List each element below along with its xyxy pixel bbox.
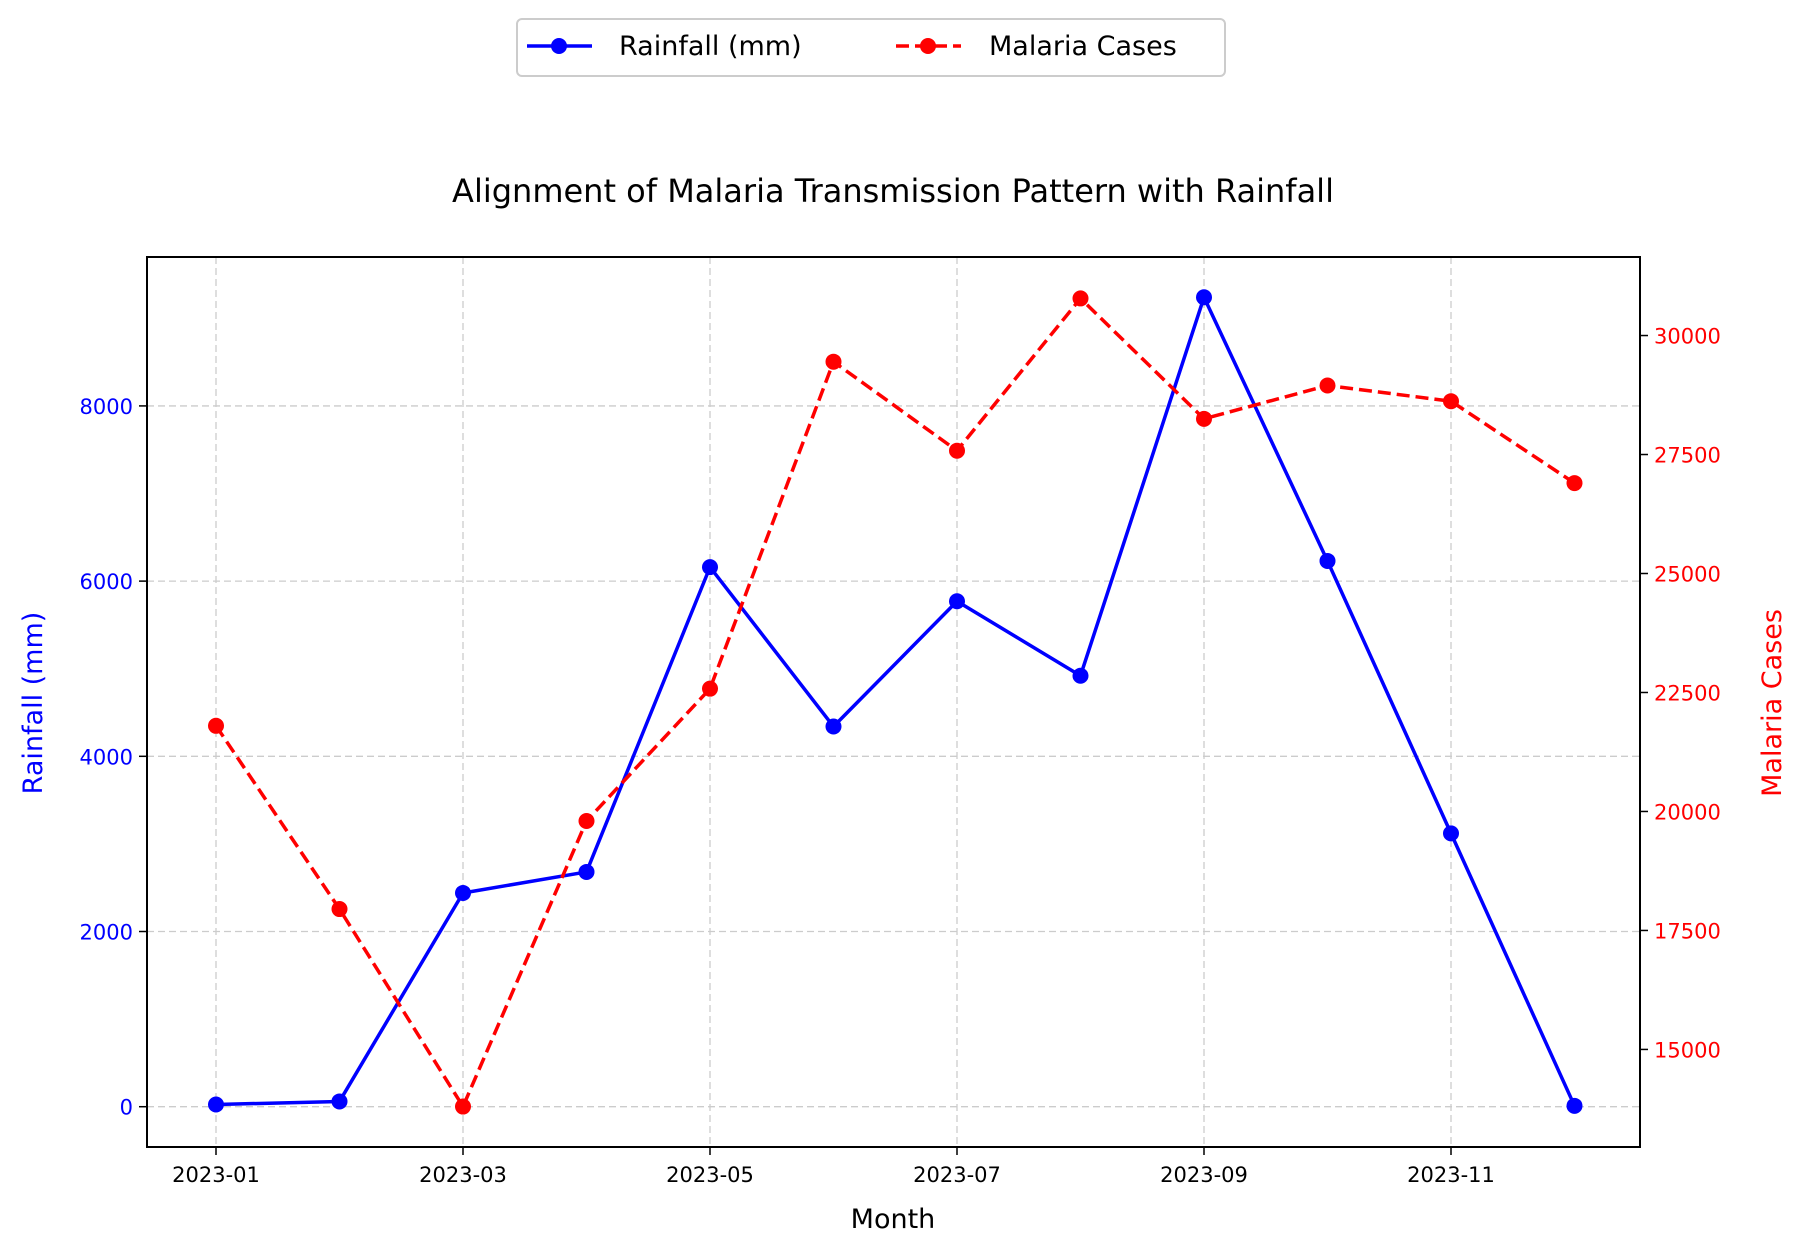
legend-frame (516, 18, 1226, 77)
x-axis-title: Month (851, 1204, 936, 1235)
chart-title: Alignment of Malaria Transmission Patter… (452, 172, 1334, 210)
malaria-cases-point (331, 901, 348, 918)
axes: 2023-01 2023-03 2023-05 2023-07 2023-09 2023-… (80, 256, 1721, 1187)
x-tick-label: 2023-03 (419, 1163, 507, 1187)
malaria-cases-point (1319, 377, 1336, 394)
x-tick-label: 2023-09 (1160, 1163, 1248, 1187)
malaria-cases-point (1196, 410, 1212, 427)
malaria-cases-point (455, 1098, 471, 1115)
grid (147, 257, 1640, 1147)
y-right-tick-label: 27500 (1654, 444, 1721, 468)
y-left-tick-label: 6000 (80, 570, 133, 594)
y-right-tick-label: 30000 (1654, 325, 1721, 349)
rainfall-mm-point (578, 863, 595, 880)
y-right-tick-label: 20000 (1654, 800, 1721, 824)
rainfall-mm-point (949, 593, 965, 610)
y-right-axis-title: Malaria Cases (1757, 609, 1788, 797)
rainfall-mm-point (331, 1093, 348, 1110)
rainfall-mm-line (215, 295, 1577, 1107)
malaria-cases-point (578, 812, 595, 829)
malaria-cases-point (949, 442, 965, 459)
rainfall-mm-point (702, 559, 718, 576)
x-tick-label: 2023-11 (1407, 1163, 1495, 1187)
y-left-tick-label: 0 (120, 1096, 133, 1120)
legend-rainfall-label: Rainfall (mm) (619, 31, 802, 62)
rainfall-mm-point (208, 1096, 224, 1113)
y-right-tick-label: 25000 (1654, 562, 1721, 586)
rainfall-mm-point (1319, 552, 1336, 569)
y-left-tick-label: 8000 (80, 395, 133, 419)
malaria-cases-point (825, 353, 842, 370)
legend: Rainfall (mm) Malaria Cases (516, 18, 1226, 77)
rainfall-mm-point (1566, 1097, 1583, 1114)
malaria-cases-line (214, 296, 1576, 1109)
legend-rainfall-marker (551, 38, 567, 54)
rainfall-mm-point (455, 884, 471, 901)
legend-malaria-marker (920, 38, 936, 54)
series-layer (208, 289, 1583, 1115)
legend-malaria-label: Malaria Cases (989, 31, 1177, 62)
malaria-cases-point (1072, 290, 1089, 307)
y-right-tick-label: 22500 (1654, 681, 1721, 705)
x-tick-label: 2023-01 (172, 1163, 260, 1187)
y-left-tick-label: 4000 (80, 745, 133, 769)
y-right-tick-label: 17500 (1654, 919, 1721, 943)
y-left-axis-title: Rainfall (mm) (18, 612, 49, 795)
y-right-tick-label: 15000 (1654, 1038, 1721, 1062)
y-left-tick-label: 2000 (80, 921, 133, 945)
plot-frame (146, 256, 1641, 1148)
rainfall-mm-point (1196, 289, 1212, 306)
x-tick-label: 2023-05 (666, 1163, 754, 1187)
x-tick-label: 2023-07 (913, 1163, 1001, 1187)
rainfall-mm-point (825, 718, 842, 735)
malaria-cases-point (208, 717, 224, 734)
malaria-cases-point (1443, 393, 1459, 410)
rainfall-mm-point (1443, 825, 1459, 842)
malaria-cases-point (1566, 475, 1583, 492)
rainfall-mm-point (1072, 667, 1089, 684)
malaria-cases-point (702, 680, 718, 697)
